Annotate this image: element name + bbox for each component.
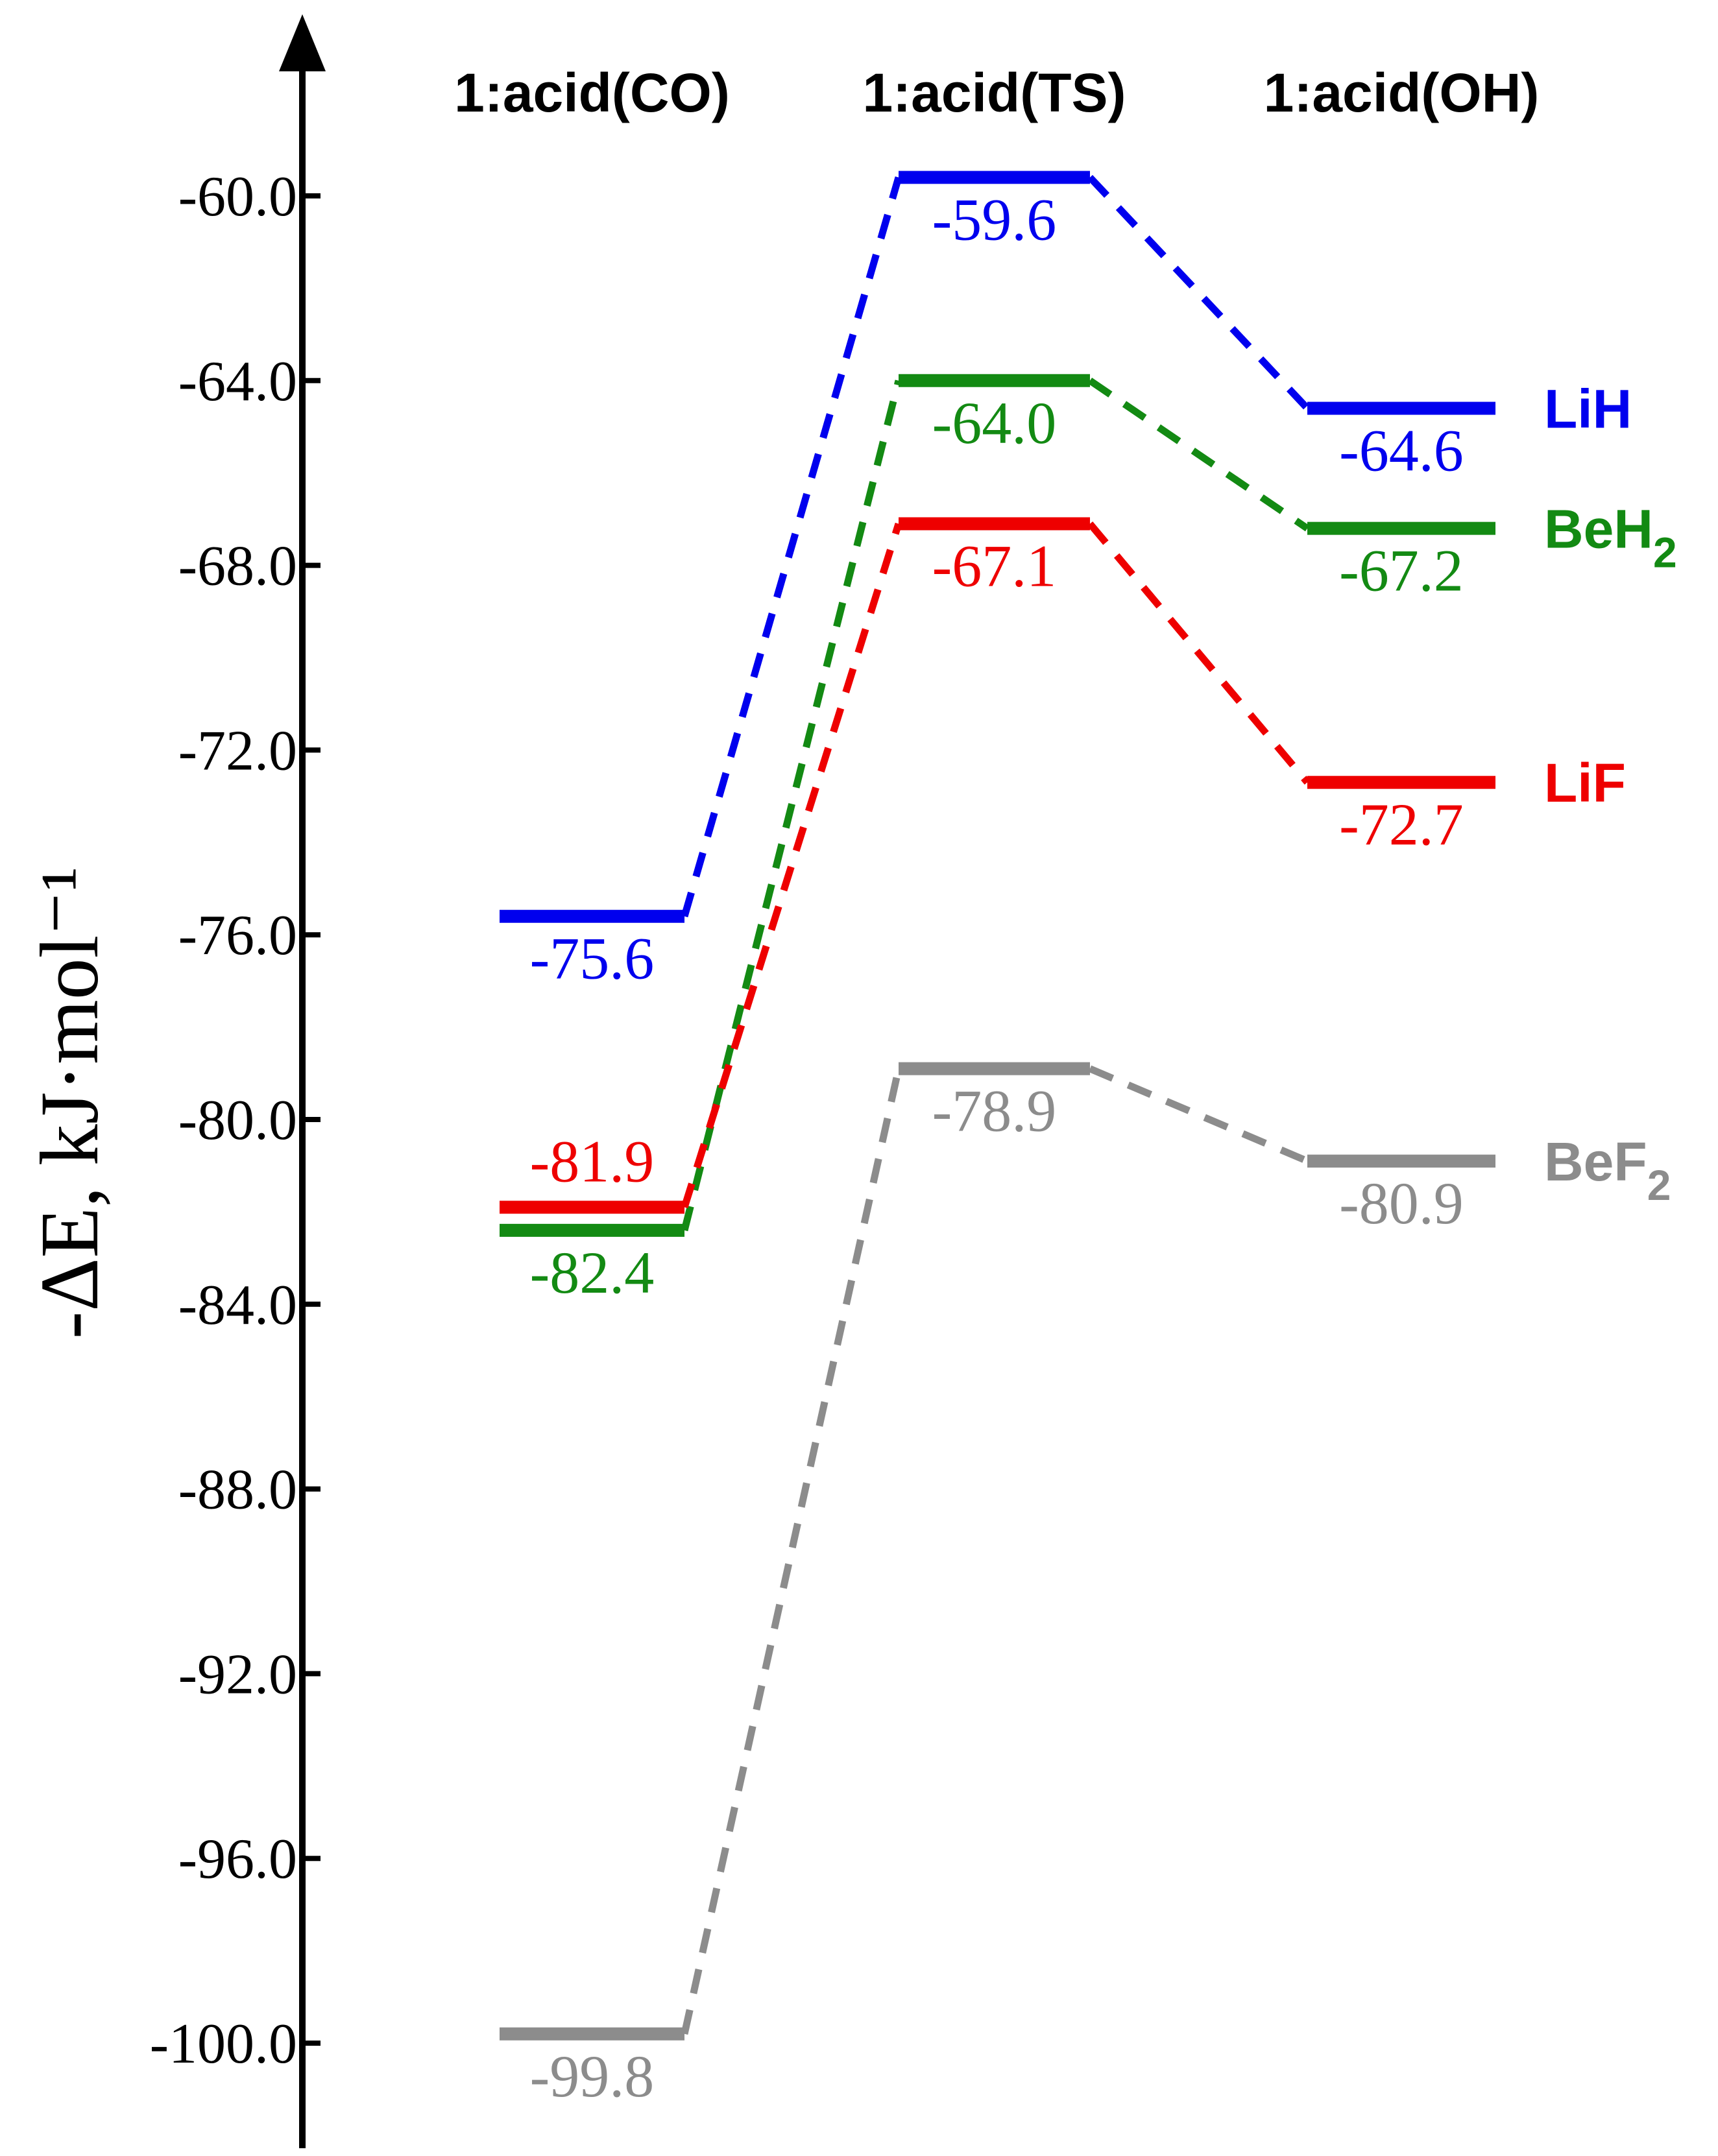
y-axis-title: -ΔE, kJ·mol⁻¹ [23,867,115,1339]
value-label-LiH-1: -59.6 [932,187,1057,253]
y-tick-label-7: -88.0 [178,1459,297,1522]
series-label-BeF2: BeF2 [1544,1131,1671,1209]
value-label-BeF2-0: -99.8 [530,2043,655,2109]
value-label-BeH2-2: -67.2 [1339,538,1464,604]
series-label-main-BeH2: BeH [1544,499,1653,560]
y-tick-label-8: -92.0 [178,1643,297,1706]
y-axis-ticks: -60.0 -64.0 -68.0 -72.0 -76.0 -80.0 -84.0 -88.0… [150,165,321,2076]
connector-LiH-1 [1087,174,1311,411]
series-label-sub-BeF2: 2 [1647,1161,1671,1209]
y-tick-label-1: -64.0 [178,350,297,413]
value-label-BeH2-1: -64.0 [932,390,1057,456]
value-label-BeH2-0: -82.4 [530,1240,655,1306]
series-label-main-BeF2: BeF [1544,1131,1647,1192]
energy-levels [500,171,1495,2041]
connector-BeH2-0 [681,379,902,1232]
connector-LiF-0 [681,522,902,1208]
series-connectors [681,174,1311,2035]
value-label-LiF-0: -81.9 [530,1128,655,1194]
y-tick-label-9: -96.0 [178,1828,297,1891]
y-tick-label-3: -72.0 [178,719,297,782]
y-tick-label-10: -100.0 [150,2013,297,2076]
connector-BeF2-0 [681,1068,902,2035]
connector-BeF2-1 [1088,1065,1309,1165]
series-label-main-LiF: LiF [1544,752,1626,813]
value-label-LiF-2: -72.7 [1339,791,1464,857]
series-label-BeH2: BeH2 [1544,499,1677,577]
y-tick-label-6: -84.0 [178,1274,297,1337]
value-label-LiH-2: -64.6 [1339,418,1464,484]
y-axis [279,14,326,2148]
connector-BeH2-1 [1087,377,1310,532]
series-label-LiH: LiH [1544,379,1632,440]
value-label-LiH-0: -75.6 [530,926,655,992]
y-tick-label-2: -68.0 [178,535,297,598]
value-label-BeF2-2: -80.9 [1339,1170,1464,1236]
category-labels: 1:acid(CO) 1:acid(TS) 1:acid(OH) [454,62,1539,123]
value-label-BeF2-1: -78.9 [932,1078,1057,1144]
category-label-0: 1:acid(CO) [454,62,730,123]
value-label-LiF-1: -67.1 [932,533,1057,599]
series-label-main-LiH: LiH [1544,379,1632,440]
series-label-LiF: LiF [1544,752,1626,813]
y-tick-label-0: -60.0 [178,165,297,228]
category-label-2: 1:acid(OH) [1264,62,1540,123]
y-tick-label-4: -76.0 [178,904,297,967]
y-axis-arrowhead [279,14,326,71]
connector-LiH-0 [681,176,902,918]
series-label-sub-BeH2: 2 [1653,529,1677,577]
value-labels: -75.6 -59.6 -64.6 -82.4 -64.0 -67.2 -81.9 -67.1… [530,187,1464,2109]
y-tick-label-5: -80.0 [178,1089,297,1152]
connector-LiF-1 [1087,521,1311,785]
category-label-1: 1:acid(TS) [862,62,1126,123]
